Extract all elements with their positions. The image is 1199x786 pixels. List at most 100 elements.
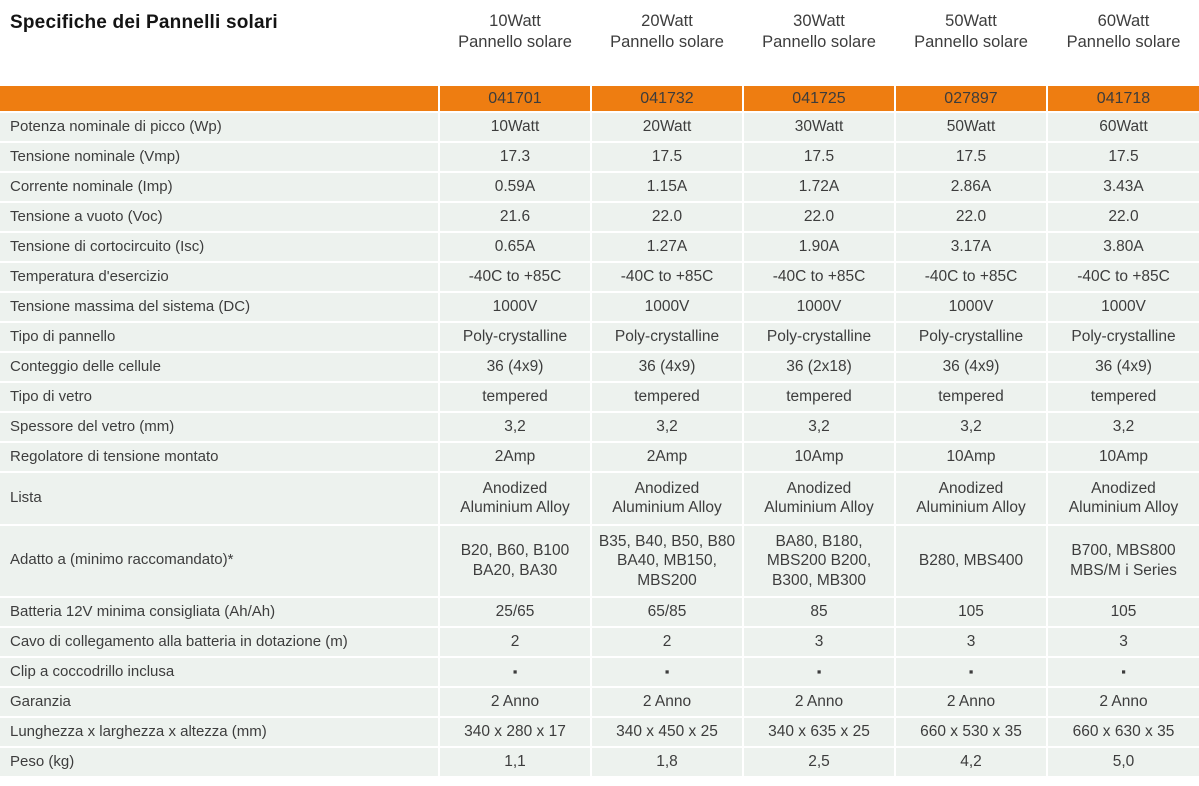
page-title: Specifiche dei Pannelli solari (10, 12, 278, 33)
spec-value: B700, MBS800 MBS/M i Series (1048, 525, 1199, 596)
product-code-row: 041701 041732 041725 027897 041718 (0, 86, 1199, 111)
spec-value: tempered (744, 383, 894, 411)
spec-value: 660 x 630 x 35 (1048, 717, 1199, 746)
spec-value: 85 (744, 597, 894, 626)
product-code: 041701 (440, 86, 590, 111)
spec-value: 65/85 (592, 597, 742, 626)
column-header-50watt: 50Watt Pannello solare (896, 0, 1046, 86)
column-subtitle: Pannello solare (914, 33, 1028, 52)
spec-value: 10Watt (440, 113, 590, 141)
spec-value: 3,2 (896, 413, 1046, 441)
spec-label: Garanzia (0, 687, 438, 716)
title-cell: Specifiche dei Pannelli solari (0, 0, 438, 86)
spec-label: Regolatore di tensione montato (0, 443, 438, 471)
spec-label: Tensione di cortocircuito (Isc) (0, 233, 438, 261)
column-subtitle: Pannello solare (458, 33, 572, 52)
spec-value: 22.0 (744, 203, 894, 231)
spec-value: 22.0 (1048, 203, 1199, 231)
spec-value: 17.5 (896, 143, 1046, 171)
spec-row: Tensione a vuoto (Voc) 21.6 22.0 22.0 22.0 22… (0, 203, 1199, 231)
spec-value: 30Watt (744, 113, 894, 141)
spec-value: tempered (1048, 383, 1199, 411)
spec-value: 0.65A (440, 233, 590, 261)
spec-label: Peso (kg) (0, 747, 438, 776)
spec-value: 1000V (896, 293, 1046, 321)
spec-row: Tensione di cortocircuito (Isc) 0.65A 1.27… (0, 233, 1199, 261)
spec-value: 105 (1048, 597, 1199, 626)
spec-value: 20Watt (592, 113, 742, 141)
spec-row: Adatto a (minimo raccomandato)* B20, B60,… (0, 525, 1199, 596)
product-code: 041725 (744, 86, 894, 111)
spec-value: 3.80A (1048, 233, 1199, 261)
spec-value: Anodized Aluminium Alloy (440, 473, 590, 524)
spec-value: 22.0 (896, 203, 1046, 231)
spec-value: Anodized Aluminium Alloy (1048, 473, 1199, 524)
spec-value: B20, B60, B100 BA20, BA30 (440, 525, 590, 596)
column-watt-label: 60Watt (1097, 12, 1150, 30)
spec-value: Poly-crystalline (896, 323, 1046, 351)
spec-value: 3.17A (896, 233, 1046, 261)
spec-value: 2 Anno (440, 687, 590, 716)
spec-value: 105 (896, 597, 1046, 626)
spec-value: -40C to +85C (1048, 263, 1199, 291)
spec-value: 17.5 (744, 143, 894, 171)
spec-value: 1000V (744, 293, 894, 321)
spec-row: Clip a coccodrillo inclusa ▪ ▪ ▪ ▪ ▪ (0, 657, 1199, 686)
spec-value: 36 (4x9) (1048, 353, 1199, 381)
spec-label: Corrente nominale (Imp) (0, 173, 438, 201)
spec-value: 2 Anno (1048, 687, 1199, 716)
spec-value: -40C to +85C (896, 263, 1046, 291)
spec-value: 1,1 (440, 747, 590, 776)
spec-value: BA80, B180, MBS200 B200, B300, MB300 (744, 525, 894, 596)
included-bullet: ▪ (1048, 657, 1199, 686)
spec-value: tempered (592, 383, 742, 411)
spec-label: Tipo di pannello (0, 323, 438, 351)
spec-value: 1000V (1048, 293, 1199, 321)
spec-value: 1.90A (744, 233, 894, 261)
spec-row: Lunghezza x larghezza x altezza (mm) 340 … (0, 717, 1199, 746)
spec-row: Temperatura d'esercizio -40C to +85C -40C … (0, 263, 1199, 291)
spec-value: 2 (592, 627, 742, 656)
spec-value: 17.5 (1048, 143, 1199, 171)
spec-value: 1,8 (592, 747, 742, 776)
spec-value: B280, MBS400 (896, 525, 1046, 596)
spec-value: 1000V (592, 293, 742, 321)
spec-value: tempered (440, 383, 590, 411)
spec-value: 60Watt (1048, 113, 1199, 141)
spec-value: 36 (2x18) (744, 353, 894, 381)
spec-value: Anodized Aluminium Alloy (744, 473, 894, 524)
spec-value: 1.27A (592, 233, 742, 261)
spec-row: Lista Anodized Aluminium Alloy Anodized Al… (0, 473, 1199, 524)
column-watt-label: 30Watt (793, 12, 845, 30)
spec-value: 3,2 (440, 413, 590, 441)
spec-value: 2 Anno (744, 687, 894, 716)
spec-value: 3,2 (1048, 413, 1199, 441)
spec-row: Garanzia 2 Anno 2 Anno 2 Anno 2 Anno 2 Anno (0, 687, 1199, 716)
product-code: 041718 (1048, 86, 1199, 111)
spec-row: Tensione nominale (Vmp) 17.3 17.5 17.5 17.5 1… (0, 143, 1199, 171)
included-bullet: ▪ (744, 657, 894, 686)
included-bullet: ▪ (896, 657, 1046, 686)
spec-label: Spessore del vetro (mm) (0, 413, 438, 441)
spec-value: Poly-crystalline (592, 323, 742, 351)
spec-value: -40C to +85C (440, 263, 590, 291)
product-code-row-spacer (0, 86, 438, 111)
spec-value: 36 (4x9) (440, 353, 590, 381)
spec-value: 2Amp (592, 443, 742, 471)
spec-value: Anodized Aluminium Alloy (896, 473, 1046, 524)
spec-value: Poly-crystalline (440, 323, 590, 351)
included-bullet: ▪ (592, 657, 742, 686)
spec-label: Tensione massima del sistema (DC) (0, 293, 438, 321)
spec-label: Tensione nominale (Vmp) (0, 143, 438, 171)
spec-value: 340 x 450 x 25 (592, 717, 742, 746)
spec-label: Temperatura d'esercizio (0, 263, 438, 291)
spec-row: Potenza nominale di picco (Wp) 10Watt 20Wa… (0, 113, 1199, 141)
spec-value: B35, B40, B50, B80 BA40, MB150, MBS200 (592, 525, 742, 596)
spec-value: 50Watt (896, 113, 1046, 141)
table-header: Specifiche dei Pannelli solari 10Watt Pan… (0, 0, 1199, 86)
spec-value: 4,2 (896, 747, 1046, 776)
column-header-60watt: 60Watt Pannello solare (1048, 0, 1199, 86)
spec-value: 17.5 (592, 143, 742, 171)
spec-label: Batteria 12V minima consigliata (Ah/Ah) (0, 597, 438, 626)
spec-row: Spessore del vetro (mm) 3,2 3,2 3,2 3,2 3,2 (0, 413, 1199, 441)
